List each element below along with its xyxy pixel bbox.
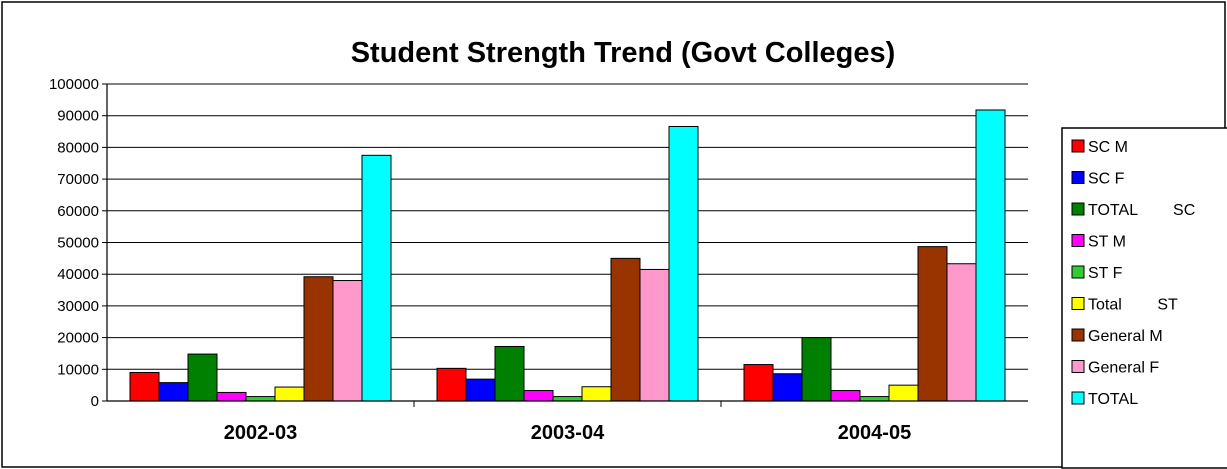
- bar: [743, 364, 774, 402]
- bar: [639, 268, 670, 402]
- y-tick-label: 80000: [57, 139, 99, 156]
- bar: [129, 371, 160, 402]
- bar: [772, 373, 803, 402]
- y-tick-label: 10000: [57, 361, 99, 378]
- y-tick-label: 0: [91, 393, 99, 410]
- bar: [830, 390, 861, 402]
- legend: SC M SC F TOTAL SC ST M ST F Total ST General …: [1071, 139, 1195, 408]
- bar: [303, 276, 334, 402]
- bar: [668, 125, 699, 402]
- y-tick-label: 20000: [57, 330, 99, 347]
- bar: [361, 154, 392, 402]
- bar: [436, 367, 467, 402]
- legend-swatch: [1071, 139, 1085, 153]
- legend-label: General F: [1088, 360, 1159, 377]
- bar: [158, 382, 189, 402]
- legend-label: General M: [1088, 328, 1163, 345]
- x-category-label: 2004-05: [838, 422, 911, 444]
- bar: [187, 353, 218, 402]
- bar: [946, 263, 977, 402]
- y-tick-label: 50000: [57, 235, 99, 252]
- axes: 0 10000 20000 30000 40000 50000 60000 70000 8000…: [49, 76, 1028, 444]
- gridlines: [107, 83, 1028, 370]
- bar: [917, 246, 948, 402]
- legend-label: ST M: [1088, 234, 1126, 251]
- bar: [859, 396, 890, 402]
- bar: [274, 386, 305, 402]
- bar: [494, 345, 525, 402]
- bar: [581, 386, 612, 402]
- bar: [245, 396, 276, 402]
- y-tick-label: 40000: [57, 266, 99, 283]
- legend-swatch: [1071, 234, 1085, 247]
- legend-box: [1061, 127, 1227, 469]
- bar: [523, 390, 554, 402]
- legend-label: SC M: [1088, 139, 1128, 156]
- bar: [610, 257, 641, 402]
- bar: [332, 280, 363, 402]
- legend-swatch: [1071, 171, 1085, 184]
- bar: [216, 391, 247, 402]
- legend-label: ST F: [1088, 265, 1123, 282]
- y-tick-label: 100000: [49, 76, 99, 93]
- y-tick-label: 30000: [57, 298, 99, 315]
- legend-swatch: [1071, 360, 1085, 373]
- legend-swatch: [1071, 297, 1085, 310]
- x-category-label: 2002-03: [224, 422, 297, 444]
- bar: [552, 396, 583, 402]
- y-tick-label: 90000: [57, 108, 99, 125]
- bar: [975, 109, 1006, 402]
- legend-swatch: [1071, 391, 1085, 405]
- bar: [465, 378, 496, 402]
- bar: [888, 384, 919, 402]
- legend-label: TOTAL: [1088, 391, 1138, 408]
- bar: [801, 337, 832, 402]
- bars: [129, 109, 1006, 402]
- x-category-label: 2003-04: [531, 422, 605, 444]
- legend-label: Total ST: [1088, 297, 1178, 314]
- chart-title: Student Strength Trend (Govt Colleges): [351, 37, 896, 69]
- legend-label: TOTAL SC: [1088, 202, 1195, 219]
- legend-swatch: [1071, 328, 1085, 342]
- y-tick-label: 60000: [57, 203, 99, 220]
- y-tick-label: 70000: [57, 171, 99, 188]
- legend-label: SC F: [1088, 171, 1125, 188]
- legend-swatch: [1071, 265, 1085, 279]
- legend-swatch: [1071, 202, 1085, 216]
